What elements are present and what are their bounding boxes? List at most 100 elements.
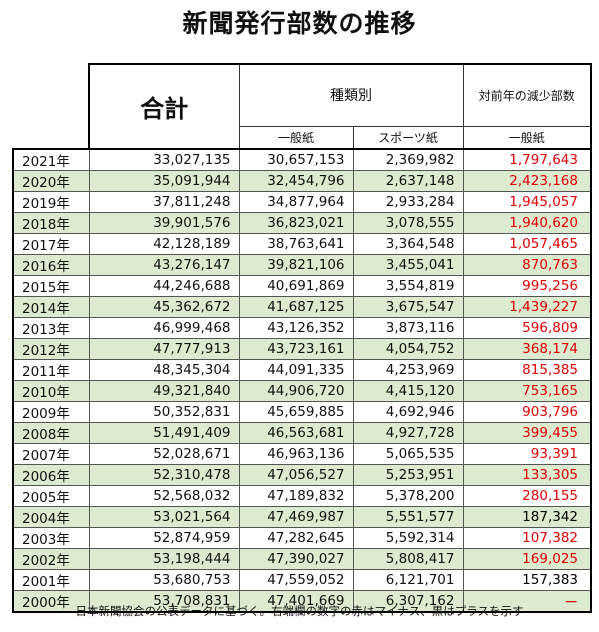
table-row: 2013年 46,999,468 43,126,352 3,873,116 596,80… (12, 317, 592, 339)
sports-cell: 3,554,819 (352, 275, 464, 297)
change-cell: ー (462, 590, 592, 613)
sports-cell: 4,253,969 (352, 359, 464, 381)
total-cell: 53,680,753 (88, 569, 240, 591)
general-cell: 47,390,027 (238, 548, 354, 570)
table-row: 2002年 53,198,444 47,390,027 5,808,417 169,02… (12, 548, 592, 570)
total-cell: 51,491,409 (88, 422, 240, 444)
general-cell: 32,454,796 (238, 170, 354, 192)
table-row: 2012年 47,777,913 43,723,161 4,054,752 368,17… (12, 338, 592, 360)
sports-cell: 5,808,417 (352, 548, 464, 570)
year-cell: 2008年 (12, 422, 90, 444)
year-cell: 2010年 (12, 380, 90, 402)
sports-cell: 4,415,120 (352, 380, 464, 402)
general-cell: 44,906,720 (238, 380, 354, 402)
total-cell: 50,352,831 (88, 401, 240, 423)
total-cell: 52,568,032 (88, 485, 240, 507)
total-cell: 33,027,135 (88, 148, 240, 171)
change-cell: 399,455 (462, 422, 592, 444)
change-cell: 187,342 (462, 506, 592, 528)
general-cell: 43,723,161 (238, 338, 354, 360)
change-cell: 93,391 (462, 443, 592, 465)
change-cell: 1,797,643 (462, 148, 592, 171)
total-cell: 43,276,147 (88, 254, 240, 276)
sports-cell: 3,873,116 (352, 317, 464, 339)
data-table: 合計 種類別 対前年の減少部数 一般紙 スポーツ紙 一般紙 2021年 33,02… (12, 63, 592, 613)
sports-cell: 5,065,535 (352, 443, 464, 465)
change-cell: 1,057,465 (462, 233, 592, 255)
header-sports: スポーツ紙 (352, 125, 464, 150)
table-row: 2017年 42,128,189 38,763,641 3,364,548 1,057,… (12, 233, 592, 255)
total-cell: 37,811,248 (88, 191, 240, 213)
change-cell: 753,165 (462, 380, 592, 402)
change-cell: 133,305 (462, 464, 592, 486)
year-cell: 2021年 (12, 148, 90, 171)
sports-cell: 4,927,728 (352, 422, 464, 444)
table-row: 2016年 43,276,147 39,821,106 3,455,041 870,76… (12, 254, 592, 276)
table-row: 2019年 37,811,248 34,877,964 2,933,284 1,945,… (12, 191, 592, 213)
table-row: 2006年 52,310,478 47,056,527 5,253,951 133,30… (12, 464, 592, 486)
year-cell: 2000年 (12, 590, 90, 613)
general-cell: 47,401,669 (238, 590, 354, 613)
total-cell: 44,246,688 (88, 275, 240, 297)
table-row: 2011年 48,345,304 44,091,335 4,253,969 815,38… (12, 359, 592, 381)
total-cell: 48,345,304 (88, 359, 240, 381)
general-cell: 39,821,106 (238, 254, 354, 276)
year-cell: 2020年 (12, 170, 90, 192)
general-cell: 36,823,021 (238, 212, 354, 234)
change-cell: 815,385 (462, 359, 592, 381)
change-cell: 1,439,227 (462, 296, 592, 318)
year-cell: 2004年 (12, 506, 90, 528)
general-cell: 38,763,641 (238, 233, 354, 255)
table-row: 2005年 52,568,032 47,189,832 5,378,200 280,15… (12, 485, 592, 507)
general-cell: 47,559,052 (238, 569, 354, 591)
total-cell: 47,777,913 (88, 338, 240, 360)
table-row: 2020年 35,091,944 32,454,796 2,637,148 2,423,… (12, 170, 592, 192)
year-cell: 2002年 (12, 548, 90, 570)
table-row: 2014年 45,362,672 41,687,125 3,675,547 1,439,… (12, 296, 592, 318)
change-cell: 157,383 (462, 569, 592, 591)
table-row: 2021年 33,027,135 30,657,153 2,369,982 1,797,… (12, 148, 592, 171)
sports-cell: 2,933,284 (352, 191, 464, 213)
change-cell: 596,809 (462, 317, 592, 339)
change-cell: 870,763 (462, 254, 592, 276)
sports-cell: 5,551,577 (352, 506, 464, 528)
change-cell: 368,174 (462, 338, 592, 360)
sports-cell: 3,078,555 (352, 212, 464, 234)
sports-cell: 5,253,951 (352, 464, 464, 486)
sports-cell: 2,369,982 (352, 148, 464, 171)
header-change-general: 一般紙 (462, 125, 592, 150)
total-cell: 52,028,671 (88, 443, 240, 465)
change-cell: 169,025 (462, 548, 592, 570)
general-cell: 40,691,869 (238, 275, 354, 297)
general-cell: 30,657,153 (238, 148, 354, 171)
title: 新聞発行部数の推移 (182, 9, 417, 38)
general-cell: 46,563,681 (238, 422, 354, 444)
sports-cell: 4,692,946 (352, 401, 464, 423)
year-cell: 2012年 (12, 338, 90, 360)
year-cell: 2018年 (12, 212, 90, 234)
change-cell: 1,940,620 (462, 212, 592, 234)
general-cell: 43,126,352 (238, 317, 354, 339)
total-cell: 42,128,189 (88, 233, 240, 255)
table-row: 2004年 53,021,564 47,469,987 5,551,577 187,34… (12, 506, 592, 528)
sports-cell: 3,364,548 (352, 233, 464, 255)
total-cell: 45,362,672 (88, 296, 240, 318)
sports-cell: 5,378,200 (352, 485, 464, 507)
total-cell: 35,091,944 (88, 170, 240, 192)
general-cell: 41,687,125 (238, 296, 354, 318)
sports-cell: 4,054,752 (352, 338, 464, 360)
year-cell: 2016年 (12, 254, 90, 276)
total-cell: 49,321,840 (88, 380, 240, 402)
table-row: 2018年 39,901,576 36,823,021 3,078,555 1,940,… (12, 212, 592, 234)
footnote: 日本新聞協会の公表データに基づく。右端欄の数字の赤はマイナス、黒はプラスを示す (75, 604, 524, 618)
header-by-type: 種類別 (238, 63, 464, 127)
total-cell: 53,021,564 (88, 506, 240, 528)
sports-cell: 2,637,148 (352, 170, 464, 192)
year-cell: 2013年 (12, 317, 90, 339)
total-cell: 53,708,831 (88, 590, 240, 613)
header-change: 対前年の減少部数 (462, 63, 592, 127)
change-cell: 280,155 (462, 485, 592, 507)
table-row: 2009年 50,352,831 45,659,885 4,692,946 903,79… (12, 401, 592, 423)
header-total: 合計 (88, 63, 240, 150)
